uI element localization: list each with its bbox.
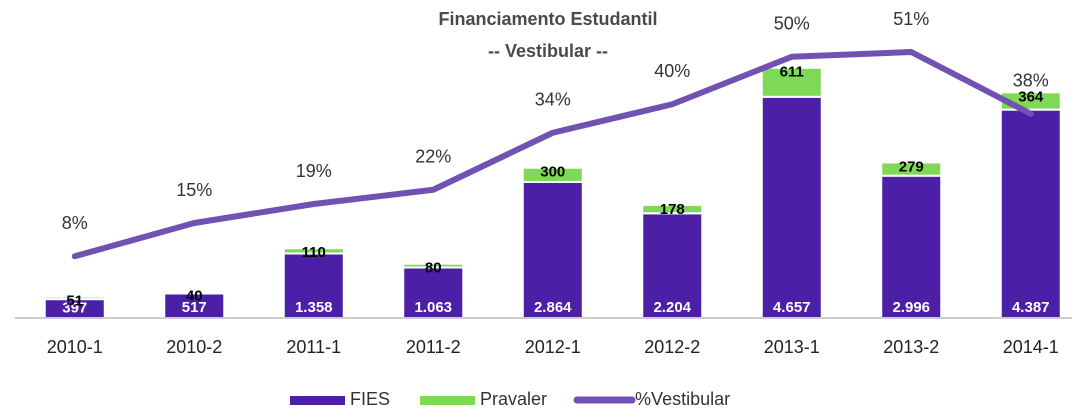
bar-segment: [760, 66, 823, 98]
bar-segment: [641, 203, 704, 215]
data-label: 50%: [774, 14, 810, 34]
bar-segment: [282, 252, 345, 319]
data-label: 611: [780, 64, 804, 81]
legend-label: Pravaler: [480, 389, 547, 409]
data-label: 300: [540, 164, 565, 181]
data-label: 51%: [893, 9, 929, 29]
legend-marker: [290, 396, 345, 405]
data-label: 1.063: [414, 299, 452, 316]
data-label: 110: [302, 244, 326, 261]
data-label: 19%: [296, 161, 332, 181]
data-label: 397: [62, 300, 87, 317]
data-label: 1.358: [295, 299, 333, 316]
data-label: 2.864: [534, 299, 572, 316]
x-tick-label: 2010-2: [166, 337, 222, 357]
data-label: 40: [186, 288, 203, 305]
x-tick-label: 2011-2: [406, 337, 461, 357]
bar-segment: [43, 295, 106, 301]
x-tick-label: 2013-1: [764, 337, 820, 357]
bar-segment: [521, 180, 584, 319]
bar-segment: [760, 95, 823, 320]
data-label: 40%: [654, 61, 690, 81]
data-label: 34%: [535, 90, 571, 110]
data-label: 4.387: [1012, 299, 1050, 316]
data-label: 51: [66, 293, 83, 310]
legend-marker: [420, 396, 476, 405]
x-tick-label: 2010-1: [47, 337, 103, 357]
legend-label: FIES: [350, 389, 390, 409]
x-tick-label: 2012-2: [644, 337, 700, 357]
data-label: 15%: [176, 180, 212, 200]
data-label: 279: [899, 158, 924, 175]
data-label: 80: [425, 260, 442, 277]
data-label: 517: [182, 299, 207, 316]
data-label: 2.996: [892, 299, 930, 316]
x-tick-label: 2011-1: [286, 337, 341, 357]
bar-segment: [880, 174, 943, 319]
data-label: 22%: [415, 147, 451, 167]
bar-segment: [402, 266, 465, 320]
bar-segment: [402, 262, 465, 269]
data-label: 38%: [1013, 71, 1049, 91]
bar-segment: [163, 290, 226, 295]
data-label: 8%: [62, 213, 88, 233]
data-label: 4.657: [773, 299, 811, 316]
legend-label: %Vestibular: [635, 389, 730, 409]
data-label: 2.204: [653, 299, 691, 316]
line-series: [71, 49, 1034, 260]
data-label: 364: [1018, 88, 1044, 105]
bar-segment: [282, 247, 345, 255]
bar-segment: [999, 108, 1062, 320]
x-tick-label: 2014-1: [1003, 337, 1059, 357]
bar-segment: [521, 166, 584, 183]
bar-segment: [880, 161, 943, 177]
x-tick-label: 2013-2: [883, 337, 939, 357]
chart-title: -- Vestibular --: [488, 41, 608, 61]
data-label: 178: [660, 201, 685, 218]
x-tick-label: 2012-1: [525, 337, 581, 357]
chart-title: Financiamento Estudantil: [438, 9, 657, 29]
